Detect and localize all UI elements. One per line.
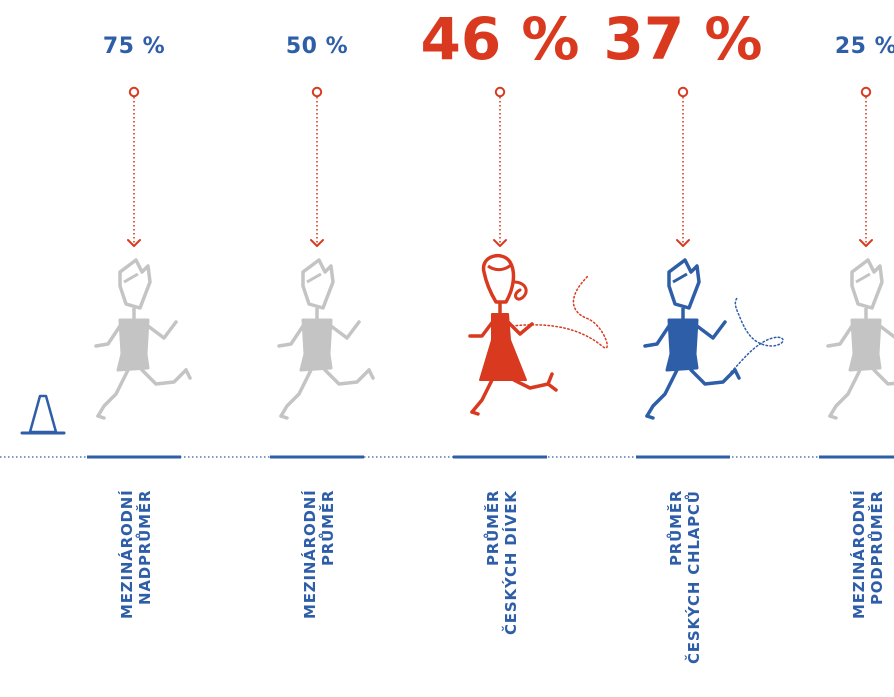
motion-trail xyxy=(511,275,608,349)
traffic-cone-icon xyxy=(20,394,66,435)
arrow-down-icon xyxy=(676,239,690,247)
running-boy-icon xyxy=(94,258,192,420)
percent-label: 46 % xyxy=(420,5,580,73)
percent-label: 75 % xyxy=(102,34,166,59)
percent-label: 37 % xyxy=(603,5,763,73)
pin-circle xyxy=(128,86,140,98)
category-label-line: ČESKÝCH CHLAPCŮ xyxy=(685,490,703,664)
pin-circle xyxy=(860,86,872,98)
category-label: MEZINÁRODNÍ NADPRŮMĚR xyxy=(114,490,154,695)
category-label-line: PODPRŮMĚR xyxy=(868,490,886,605)
category-label-line: ČESKÝCH DÍVEK xyxy=(502,490,520,635)
category-label: MEZINÁRODNÍ PRŮMĚR xyxy=(297,490,337,695)
arrow-down-icon xyxy=(310,239,324,247)
category-label-line: PRŮMĚR xyxy=(319,490,337,567)
marker-czech-girls-average xyxy=(453,86,608,459)
arrow-down-icon xyxy=(493,239,507,247)
pin-circle xyxy=(677,86,689,98)
category-label: PRŮMĚR ČESKÝCH DÍVEK xyxy=(480,490,520,695)
percent-label: 50 % xyxy=(285,34,349,59)
running-boy-icon xyxy=(826,258,894,420)
percent-label: 25 % xyxy=(834,34,894,59)
arrow-down-icon xyxy=(859,239,873,247)
category-label-line: MEZINÁRODNÍ xyxy=(850,490,868,620)
marker-czech-boys-average xyxy=(636,86,784,459)
running-boy-icon xyxy=(277,258,375,420)
running-girl-icon xyxy=(468,253,558,416)
running-boy-icon xyxy=(643,258,741,420)
category-label-line: MEZINÁRODNÍ xyxy=(301,490,319,620)
category-label: MEZINÁRODNÍ PODPRŮMĚR xyxy=(846,490,886,695)
arrow-down-icon xyxy=(127,239,141,247)
category-label-line: PRŮMĚR xyxy=(484,490,502,567)
category-label-line: NADPRŮMĚR xyxy=(136,490,154,606)
pin-circle xyxy=(494,86,506,98)
marker-intl-average xyxy=(270,86,375,459)
category-label-line: MEZINÁRODNÍ xyxy=(118,490,136,620)
category-label: PRŮMĚR ČESKÝCH CHLAPCŮ xyxy=(663,490,703,695)
marker-intl-below-average xyxy=(819,86,894,459)
pin-circle xyxy=(311,86,323,98)
category-label-line: PRŮMĚR xyxy=(667,490,685,567)
marker-intl-above-average xyxy=(87,86,192,459)
motion-trail xyxy=(730,297,784,373)
